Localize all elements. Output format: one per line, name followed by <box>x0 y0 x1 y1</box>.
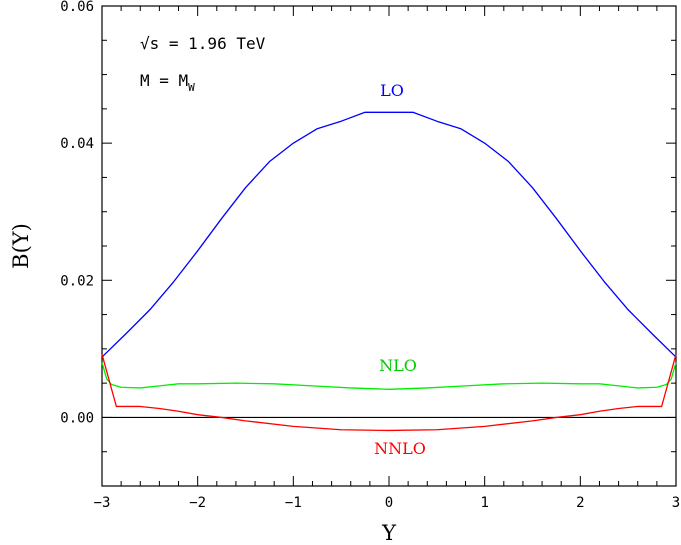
x-tick-label: −1 <box>285 495 302 511</box>
annotation-mass: M = MW <box>140 71 195 94</box>
series-label-nnlo: NNLO <box>374 439 426 458</box>
x-axis-title: Y <box>381 521 397 545</box>
series-label-lo: LO <box>380 81 404 100</box>
series-line-lo <box>101 111 677 358</box>
x-tick-label: −3 <box>94 495 111 511</box>
series-line-nlo <box>101 362 677 390</box>
axis-tick-labels: −3 −2 −1 0 1 2 3 0.00 0.02 0.04 0.06 <box>60 0 680 511</box>
x-tick-label: 3 <box>672 495 680 511</box>
y-axis-title: B(Y) <box>9 223 33 269</box>
annotation-mass-main: M = M <box>140 71 188 90</box>
x-tick-label: 0 <box>385 495 393 511</box>
series-group <box>101 111 677 432</box>
annotation-mass-sub: W <box>188 81 195 94</box>
annotation-sqrt-s: √s = 1.96 TeV <box>140 34 266 53</box>
y-tick-label: 0.06 <box>60 0 94 15</box>
x-tick-label: 2 <box>576 495 584 511</box>
y-tick-label: 0.04 <box>60 136 94 152</box>
series-line-nnlo <box>101 354 677 432</box>
axis-ticks <box>101 5 677 487</box>
x-tick-label: −2 <box>189 495 206 511</box>
y-tick-label: 0.02 <box>60 273 94 289</box>
x-tick-label: 1 <box>480 495 488 511</box>
y-tick-label: 0.00 <box>60 410 94 426</box>
series-label-nlo: NLO <box>379 356 417 375</box>
